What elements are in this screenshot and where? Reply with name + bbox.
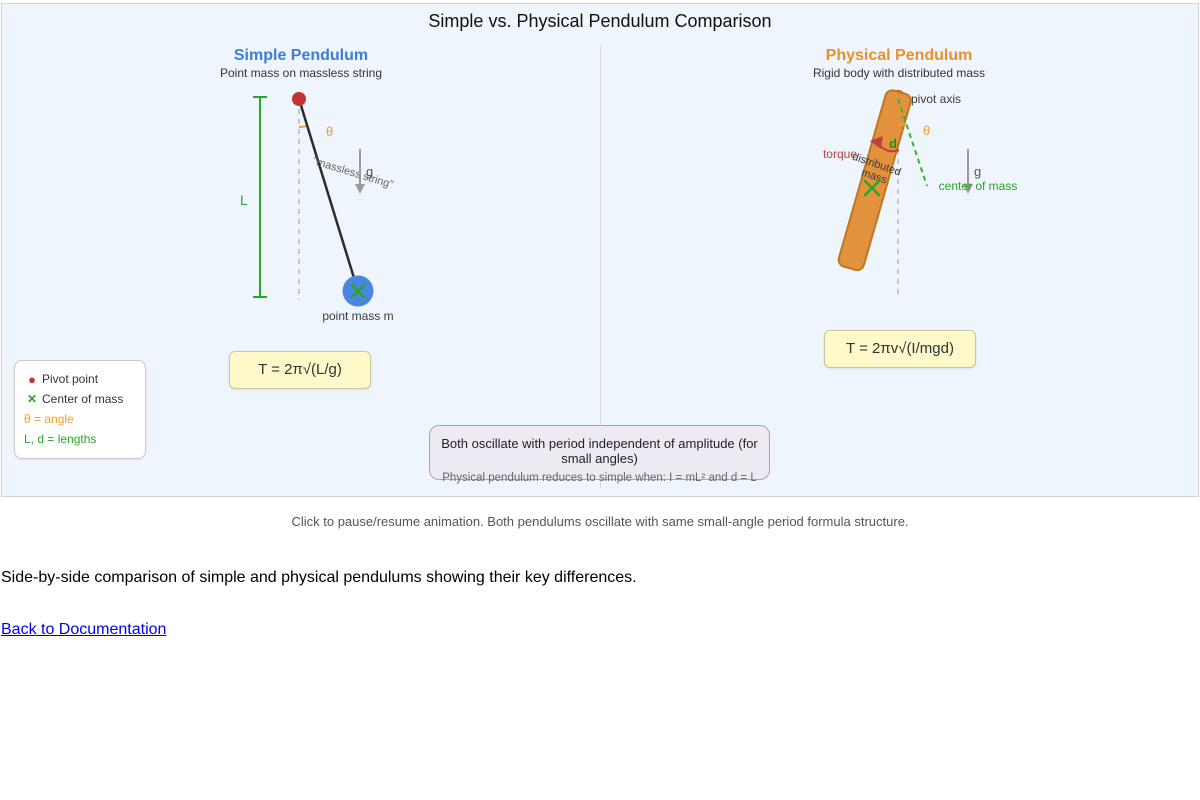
simple-pendulum-figure: L θ "massless string" g point mass m [240,92,395,323]
x-marker-icon: ✕ [26,392,38,406]
note-primary: Both oscillate with period independent o… [441,436,758,466]
page-description: Side-by-side comparison of simple and ph… [1,569,637,586]
theta-label: θ [326,124,333,139]
back-link-container: Back to Documentation [1,621,1200,639]
center-of-mass-marker [863,179,881,197]
torque-arrowhead [870,136,883,149]
physical-pendulum-heading: Physical Pendulum [825,47,973,64]
simple-pendulum-heading: Simple Pendulum [233,47,369,64]
animation-caption: Click to pause/resume animation. Both pe… [291,514,909,529]
physical-pendulum-subtitle: Rigid body with distributed mass [812,66,986,80]
legend-item-angle: θ = angle [24,412,74,426]
gravity-arrowhead [355,184,365,194]
center-divider-line [600,45,601,488]
back-to-documentation-link[interactable]: Back to Documentation [1,621,167,638]
simple-pendulum-subtitle: Point mass on massless string [219,66,383,80]
legend-item-com: ✕ Center of mass [24,389,136,409]
pendulum-diagram: L θ "massless string" g point mass m θ [240,89,1017,323]
center-of-mass-marker [350,283,366,299]
pendulum-animation-canvas[interactable]: Simple vs. Physical Pendulum Comparison … [1,3,1199,497]
simple-period-formula: T = 2π√(L/g) [229,351,371,389]
pendulum-string [297,97,360,293]
theta-label: θ [923,123,930,138]
length-bracket [253,96,267,298]
rigid-rod [837,89,912,272]
com-line-dashed [897,98,928,187]
angle-arc [897,122,907,126]
canvas-title: Simple vs. Physical Pendulum Comparison [428,11,772,31]
legend-item-pivot: ● Pivot point [24,369,136,389]
gravity-label: g [974,164,981,179]
pivot-axis-label: pivot axis [911,92,961,106]
center-of-mass-label: center of mass [939,179,1018,193]
legend-box: ● Pivot point ✕ Center of mass θ = angle… [14,360,146,459]
comparison-note: Both oscillate with period independent o… [429,425,770,484]
legend-item-lengths: L, d = lengths [24,432,97,446]
point-mass-label: point mass m [322,309,393,323]
physical-period-formula: T = 2πv√(I/mgd) [824,330,976,368]
angle-arc [298,124,308,129]
gravity-label: g [366,164,373,179]
distance-label: d [889,136,897,151]
physical-pendulum-figure: θ torque d distributed mass pivot axis g… [823,89,1017,296]
gravity-arrowhead [963,184,973,194]
pivot-point-marker [292,92,306,106]
string-annotation: "massless string" [311,155,395,191]
length-label: L [240,192,248,208]
legend-pivot-label: Pivot point [42,372,99,386]
torque-label: torque [823,147,857,161]
pivot-dot-icon: ● [28,371,36,387]
legend-com-label: Center of mass [42,392,124,406]
note-secondary: Physical pendulum reduces to simple when… [442,472,757,484]
